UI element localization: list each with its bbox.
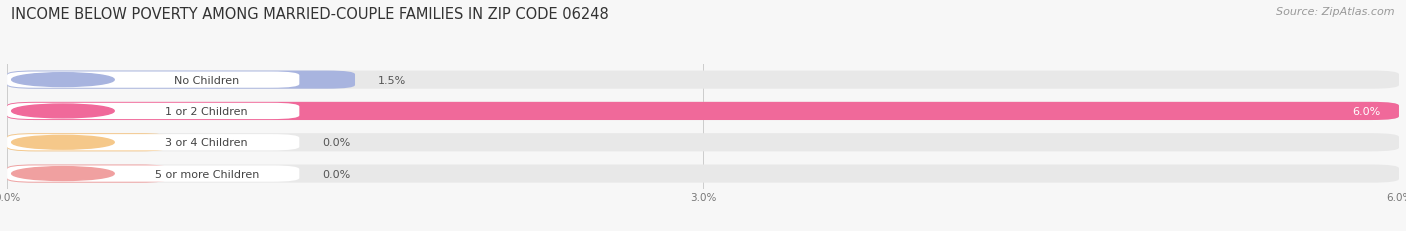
FancyBboxPatch shape [7, 71, 1399, 89]
FancyBboxPatch shape [7, 102, 1399, 121]
FancyBboxPatch shape [7, 134, 167, 152]
FancyBboxPatch shape [7, 72, 299, 88]
Circle shape [11, 136, 114, 149]
FancyBboxPatch shape [7, 134, 1399, 152]
Text: 0.0%: 0.0% [322, 169, 350, 179]
FancyBboxPatch shape [7, 134, 299, 151]
FancyBboxPatch shape [7, 71, 354, 89]
FancyBboxPatch shape [7, 165, 1399, 183]
Text: No Children: No Children [174, 75, 239, 85]
Circle shape [11, 167, 114, 181]
Circle shape [11, 73, 114, 87]
FancyBboxPatch shape [7, 165, 167, 183]
Circle shape [11, 105, 114, 118]
Text: 6.0%: 6.0% [1353, 106, 1381, 116]
Text: 1 or 2 Children: 1 or 2 Children [166, 106, 247, 116]
Text: INCOME BELOW POVERTY AMONG MARRIED-COUPLE FAMILIES IN ZIP CODE 06248: INCOME BELOW POVERTY AMONG MARRIED-COUPL… [11, 7, 609, 22]
Text: 1.5%: 1.5% [378, 75, 406, 85]
FancyBboxPatch shape [7, 166, 299, 182]
Text: Source: ZipAtlas.com: Source: ZipAtlas.com [1277, 7, 1395, 17]
Text: 5 or more Children: 5 or more Children [155, 169, 259, 179]
FancyBboxPatch shape [7, 102, 1399, 121]
FancyBboxPatch shape [7, 103, 299, 120]
Text: 3 or 4 Children: 3 or 4 Children [166, 138, 247, 148]
Text: 0.0%: 0.0% [322, 138, 350, 148]
